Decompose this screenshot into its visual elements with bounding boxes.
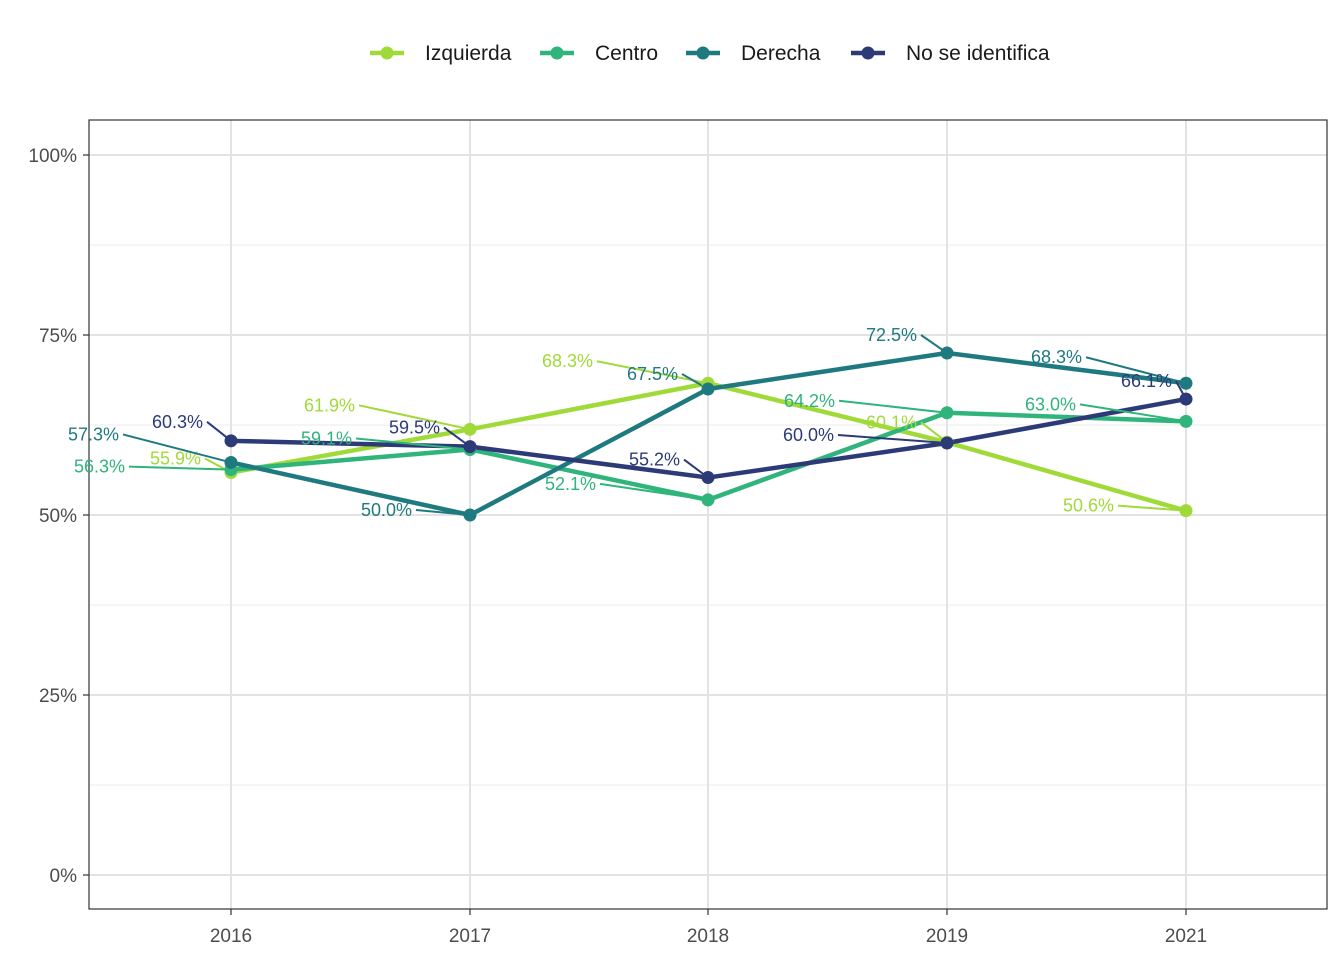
x-tick-label: 2016	[210, 926, 252, 947]
legend-key-point	[861, 46, 875, 60]
x-tick-label: 2018	[687, 926, 729, 947]
data-label: 64.2%	[784, 391, 835, 411]
x-tick-label: 2017	[449, 926, 491, 947]
data-label-leader	[838, 399, 948, 414]
x-tick-label: 2019	[926, 926, 968, 947]
data-label-leader	[415, 509, 471, 516]
data-point-centro	[701, 493, 715, 507]
y-tick-label: 50%	[39, 506, 77, 527]
data-label: 72.5%	[866, 325, 917, 345]
y-tick-label: 75%	[39, 326, 77, 347]
data-label-leader	[128, 465, 232, 471]
data-label: 63.0%	[1025, 394, 1076, 414]
data-point-no-se-identifica	[1179, 392, 1193, 406]
data-label: 50.6%	[1063, 496, 1114, 516]
data-label: 60.1%	[866, 412, 917, 432]
data-label: 57.3%	[68, 424, 119, 444]
y-tick-label: 25%	[39, 686, 77, 707]
data-point-derecha	[1179, 376, 1193, 390]
data-point-derecha	[463, 508, 477, 522]
data-point-derecha	[701, 382, 715, 396]
data-label-leader	[1117, 504, 1187, 512]
data-label: 50.0%	[361, 500, 412, 520]
data-point-derecha	[940, 346, 954, 360]
data-label: 59.5%	[389, 418, 440, 438]
data-label-leader	[355, 437, 471, 451]
legend-label: Izquierda	[425, 42, 512, 65]
x-tick-label: 2021	[1165, 926, 1207, 947]
data-label-leader	[837, 434, 948, 444]
data-label: 59.1%	[301, 428, 352, 448]
data-label: 67.5%	[627, 364, 678, 384]
data-point-derecha	[224, 455, 238, 469]
data-label: 68.3%	[542, 351, 593, 371]
legend-key-point	[696, 46, 710, 60]
data-label: 52.1%	[545, 474, 596, 494]
data-label-leader	[596, 360, 709, 385]
data-point-izquierda	[463, 422, 477, 436]
data-label: 56.3%	[74, 457, 125, 477]
data-label: 68.3%	[1031, 347, 1082, 367]
data-label-leader	[1079, 403, 1187, 423]
data-point-centro	[940, 406, 954, 420]
data-point-no-se-identifica	[701, 471, 715, 485]
data-point-centro	[1179, 414, 1193, 428]
data-label: 55.9%	[150, 449, 201, 469]
data-point-izquierda	[1179, 504, 1193, 518]
legend: Izquierda Centro Derecha No se identifica	[370, 42, 1050, 65]
data-label: 66.1%	[1121, 371, 1172, 391]
data-label: 60.0%	[783, 425, 834, 445]
data-label: 55.2%	[629, 450, 680, 470]
y-tick-label: 100%	[28, 146, 77, 167]
legend-key-point	[380, 46, 394, 60]
data-label: 60.3%	[152, 412, 203, 432]
data-point-no-se-identifica	[463, 440, 477, 454]
legend-label: Derecha	[741, 42, 821, 65]
data-label-leader	[599, 482, 709, 501]
data-label-leader	[1085, 356, 1187, 385]
legend-label: No se identifica	[906, 42, 1050, 65]
legend-label: Centro	[595, 42, 658, 65]
data-point-no-se-identifica	[224, 434, 238, 448]
plot-area: 0% 25% 50% 75% 100% 2016 2017 2018 2019 2021 55.9%…	[28, 119, 1328, 947]
data-label-leader	[122, 433, 232, 464]
data-point-no-se-identifica	[940, 436, 954, 450]
legend-key-point	[550, 46, 564, 60]
y-tick-label: 0%	[50, 866, 78, 887]
data-label-leader	[358, 404, 471, 431]
data-label: 61.9%	[304, 395, 355, 415]
